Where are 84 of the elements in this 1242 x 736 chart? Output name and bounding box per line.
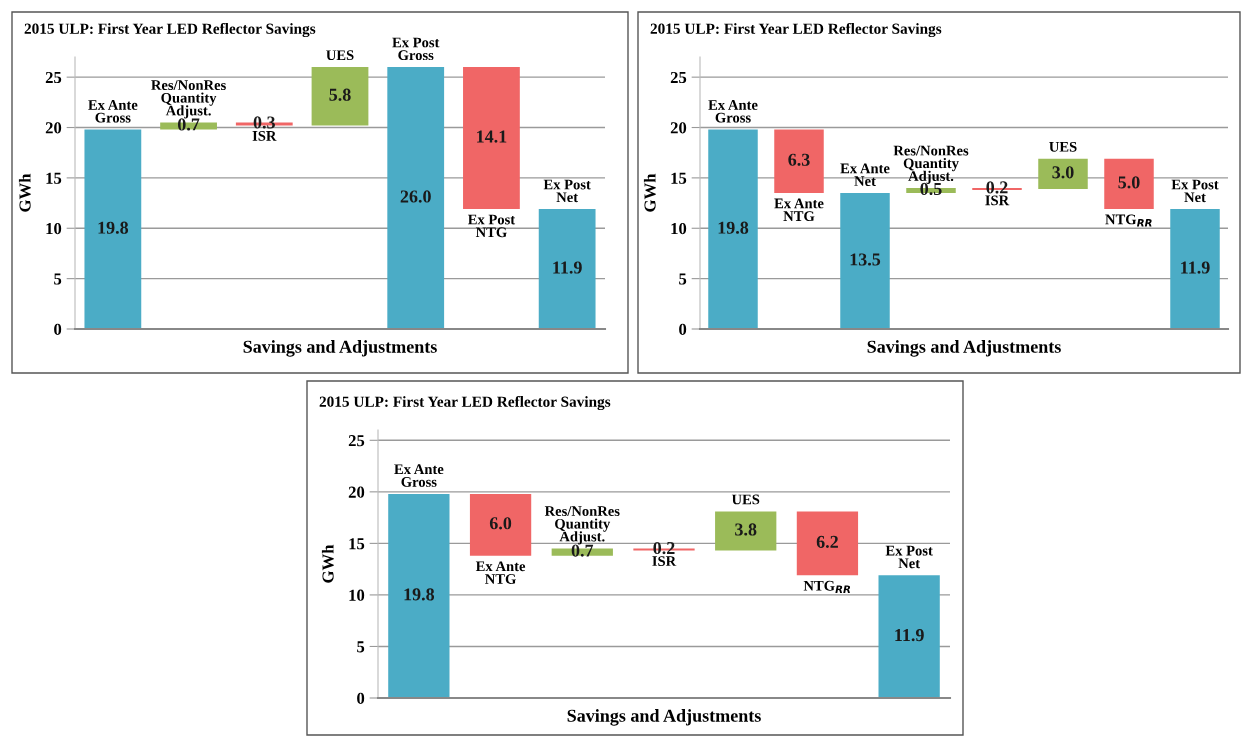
data-label: 0.7 xyxy=(177,118,200,131)
y-tick-label: 25 xyxy=(670,71,687,84)
bar xyxy=(469,493,532,556)
category-label: Ex Post Net xyxy=(1171,179,1219,203)
bar xyxy=(387,67,445,329)
chart-title: 2015 ULP: First Year LED Reflector Savings xyxy=(24,22,316,38)
bar xyxy=(538,209,596,329)
bar xyxy=(1170,209,1220,329)
category-label: UES xyxy=(731,494,760,505)
x-axis-title: Savings and Adjustments xyxy=(867,340,1061,357)
bar xyxy=(708,129,758,329)
bar xyxy=(388,493,450,698)
bar xyxy=(311,67,369,126)
category-label: ISR xyxy=(985,195,1010,206)
data-label: 6.2 xyxy=(816,535,838,548)
category-label: Ex Ante Gross xyxy=(708,100,758,123)
y-tick-label: 0 xyxy=(357,692,365,704)
bar xyxy=(1038,158,1088,189)
y-tick-label: 5 xyxy=(679,273,687,285)
y-tick-label: 20 xyxy=(670,122,687,134)
data-label: 13.5 xyxy=(850,253,881,266)
y-tick-label: 15 xyxy=(46,172,62,184)
chart-title: 2015 ULP: First Year LED Reflector Savings xyxy=(319,395,611,411)
y-axis-title: GWh xyxy=(18,173,31,212)
category-label: Ex Ante Gross xyxy=(88,100,138,123)
category-label: UES xyxy=(1049,141,1077,152)
y-tick-label: 15 xyxy=(671,172,687,184)
bar xyxy=(715,511,777,551)
category-label: Ex Ante NTG xyxy=(475,561,526,584)
data-label: 19.8 xyxy=(98,221,129,234)
y-tick-label: 20 xyxy=(348,486,365,498)
y-tick-label: 10 xyxy=(46,222,62,235)
y-axis-title: GWh xyxy=(643,173,656,212)
y-tick-label: 10 xyxy=(671,222,687,235)
data-label: 19.8 xyxy=(404,588,435,601)
category-label: NTG$_{RR}$ xyxy=(803,580,851,593)
data-label: 5.0 xyxy=(1118,176,1140,189)
category-label: Ex Ante NTG xyxy=(774,198,824,222)
category-label: Res/NonRes Quantity Adjust. xyxy=(151,80,226,119)
data-label: 0.3 xyxy=(253,116,275,129)
category-label: NTG$_{RR}$ xyxy=(1105,214,1152,227)
data-label: 26.0 xyxy=(400,190,431,203)
data-label: 19.8 xyxy=(718,221,749,234)
bar xyxy=(1104,158,1154,210)
y-tick-label: 15 xyxy=(349,538,365,550)
data-label: 5.8 xyxy=(329,88,351,101)
category-label: Res/NonRes Quantity Adjust. xyxy=(544,506,620,545)
category-label: UES xyxy=(326,50,354,61)
category-label: ISR xyxy=(652,556,677,567)
category-label: Ex Ante Gross xyxy=(394,464,444,487)
y-tick-label: 20 xyxy=(45,122,62,134)
y-tick-label: 5 xyxy=(357,641,365,653)
data-label: 14.1 xyxy=(477,130,507,143)
bar xyxy=(878,575,940,698)
bar xyxy=(840,193,890,329)
data-label: 0.7 xyxy=(571,544,594,557)
category-label: Ex Post Net xyxy=(885,545,933,569)
y-axis-title: GWh xyxy=(321,544,334,583)
category-label: Ex Post Net xyxy=(543,179,591,203)
category-label: Res/NonRes Quantity Adjust. xyxy=(893,145,969,184)
category-label: Ex Post NTG xyxy=(467,214,516,238)
y-tick-label: 5 xyxy=(54,273,62,285)
data-label: 3.0 xyxy=(1052,166,1074,179)
bar xyxy=(84,129,142,329)
data-label: 6.3 xyxy=(788,153,810,166)
chart-title: 2015 ULP: First Year LED Reflector Savings xyxy=(650,22,942,38)
y-tick-label: 0 xyxy=(679,323,687,335)
bar xyxy=(796,511,859,576)
data-label: 11.9 xyxy=(1181,261,1210,274)
data-label: 11.9 xyxy=(553,261,582,274)
bar xyxy=(463,67,520,210)
category-label: Ex Ante Net xyxy=(840,163,890,187)
bar xyxy=(774,129,824,193)
y-tick-label: 25 xyxy=(348,435,365,447)
data-label: 6.0 xyxy=(489,517,512,530)
category-label: ISR xyxy=(252,131,277,141)
category-label: Ex Post Gross xyxy=(392,37,440,61)
y-tick-label: 25 xyxy=(45,71,62,84)
data-label: 3.8 xyxy=(735,523,757,536)
y-tick-label: 0 xyxy=(54,323,62,335)
data-label: 11.9 xyxy=(895,629,924,642)
y-tick-label: 10 xyxy=(349,589,365,601)
x-axis-title: Savings and Adjustments xyxy=(243,340,437,357)
x-axis-title: Savings and Adjustments xyxy=(567,709,761,726)
